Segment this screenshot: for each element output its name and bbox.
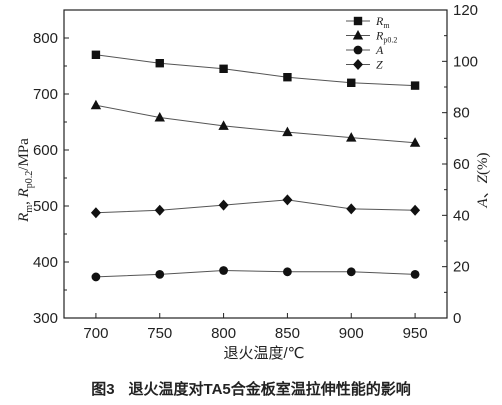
data-point-rm: [410, 81, 420, 90]
data-point-rp0-2: [218, 120, 229, 130]
figure-caption-label: 图3: [91, 381, 114, 398]
data-point-rm: [219, 64, 228, 73]
left-y-tick-label: 300: [33, 310, 58, 327]
right-y-tick-label: 120: [453, 2, 478, 19]
data-point-rp0-2: [90, 99, 102, 110]
data-point-z: [218, 199, 229, 211]
plot-frame: [63, 9, 448, 319]
left-axis-title-unit: /MPa: [16, 138, 32, 171]
right-y-tick-label: 0: [453, 310, 461, 327]
legend-label-a: A: [375, 43, 384, 57]
data-point-rm: [155, 59, 164, 68]
axes: 700 750 800 850 900 950 300 400 500 600 700 800 0 20 4…: [33, 2, 478, 342]
plot-area: [90, 50, 421, 282]
right-axis-title-separator: 、: [475, 183, 491, 198]
data-point-rp0-2: [346, 132, 357, 142]
data-point-a: [155, 269, 165, 279]
left-axis-title-separator: ,: [16, 197, 32, 205]
x-tick-label: 700: [83, 325, 108, 342]
legend-label-z: Z: [376, 58, 383, 72]
data-point-rp0-2: [154, 112, 165, 122]
figure-caption-text: 退火温度对TA5合金板室温拉伸性能的影响: [129, 380, 411, 398]
data-point-z: [154, 204, 165, 216]
x-tick-label: 950: [403, 325, 428, 342]
data-point-z: [90, 207, 101, 219]
left-axis-title-rp-symbol: R: [16, 188, 32, 198]
series-line-rp0-2: [95, 104, 416, 144]
legend-label-rm: Rm: [375, 14, 390, 30]
left-axis-title-rp-subscript: p0.2: [24, 171, 35, 189]
data-point-a: [91, 272, 101, 282]
x-tick-label: 850: [275, 325, 300, 342]
data-point-rm: [91, 50, 101, 59]
right-axis-title-a-symbol: A: [475, 198, 491, 209]
left-axis-title-rm-subscript: m: [24, 205, 35, 213]
right-y-tick-label: 40: [453, 207, 470, 224]
left-axis-title-rm-symbol: R: [16, 213, 32, 223]
data-point-a: [283, 267, 292, 277]
left-y-tick-label: 500: [33, 198, 58, 215]
right-y-tick-label: 80: [453, 105, 470, 122]
legend-label-rp0-2: Rp0.2: [375, 29, 397, 45]
svg-text:A、Z(%): A、Z(%): [475, 152, 491, 208]
x-axis-title: 退火温度/℃: [223, 345, 304, 362]
right-y-tick-label: 60: [453, 156, 470, 173]
left-y-tick-label: 800: [33, 30, 58, 47]
data-point-z: [282, 194, 293, 206]
left-y-tick-label: 400: [33, 254, 58, 271]
left-axis-title: Rm, Rp0.2/MPa: [16, 138, 35, 223]
legend-marker-rm: [353, 16, 363, 26]
data-point-rp0-2: [409, 137, 421, 147]
x-tick-label: 800: [211, 325, 236, 342]
right-axis-title-unit: (%): [475, 152, 491, 175]
data-point-rp0-2: [282, 126, 293, 137]
data-point-z: [346, 203, 357, 215]
legend-marker-rp0-2: [352, 30, 364, 40]
legend-marker-a: [353, 45, 363, 55]
figure-caption: 图3 退火温度对TA5合金板室温拉伸性能的影响: [91, 380, 411, 398]
data-point-rm: [283, 73, 292, 82]
svg-text:Rm, Rp0.2/MPa: Rm, Rp0.2/MPa: [16, 138, 35, 223]
series-line-rm: [95, 54, 416, 87]
right-y-tick-label: 20: [453, 259, 470, 276]
data-point-a: [346, 267, 356, 277]
data-point-z: [410, 204, 421, 216]
x-tick-label: 750: [147, 325, 172, 342]
series-line-a: [95, 270, 416, 278]
left-y-tick-label: 700: [33, 86, 58, 103]
right-y-tick-label: 100: [453, 53, 478, 70]
right-axis-title-z-symbol: Z: [475, 174, 491, 183]
legend-marker-z: [353, 59, 363, 70]
data-point-rm: [347, 78, 356, 87]
data-point-a: [410, 269, 420, 279]
data-point-a: [219, 266, 228, 275]
series-line-z: [95, 199, 416, 214]
right-axis-title: A、Z(%): [475, 152, 491, 208]
left-y-tick-label: 600: [33, 142, 58, 159]
x-tick-label: 900: [339, 325, 364, 342]
